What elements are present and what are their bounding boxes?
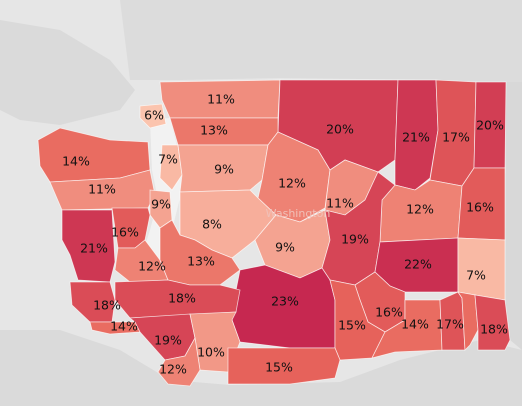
- idaho-land: [505, 82, 522, 350]
- label-clark: 12%: [159, 362, 187, 377]
- county-klickitat[interactable]: [227, 347, 341, 385]
- label-jefferson: 11%: [88, 182, 116, 197]
- label-san-juan: 6%: [144, 108, 164, 123]
- label-spokane: 16%: [466, 200, 494, 215]
- label-whitman: 7%: [466, 268, 486, 283]
- county-san-juan[interactable]: [139, 103, 167, 129]
- label-mason: 16%: [111, 225, 139, 240]
- county-clark[interactable]: [157, 336, 201, 387]
- label-asotin: 18%: [480, 322, 508, 337]
- county-asotin[interactable]: [474, 294, 511, 351]
- label-cowlitz: 19%: [154, 333, 182, 348]
- county-pierce[interactable]: [159, 219, 241, 286]
- label-columbia: 17%: [436, 317, 464, 332]
- label-clallam: 14%: [62, 154, 90, 169]
- label-franklin: 16%: [375, 305, 403, 320]
- label-skamania: 10%: [197, 345, 225, 360]
- label-pend-oreille: 20%: [476, 118, 504, 133]
- county-chelan[interactable]: [257, 131, 331, 223]
- label-kitsap: 9%: [151, 197, 171, 212]
- label-walla-walla: 14%: [401, 317, 429, 332]
- counties-layer: [37, 79, 511, 387]
- county-grays-harbor[interactable]: [61, 209, 116, 283]
- label-lewis: 18%: [168, 291, 196, 306]
- label-pacific: 18%: [93, 298, 121, 313]
- label-snohomish: 9%: [214, 162, 234, 177]
- label-wahkiakum: 14%: [110, 319, 138, 334]
- label-adams: 22%: [404, 257, 432, 272]
- label-ferry: 21%: [402, 130, 430, 145]
- oregon-land: [0, 330, 522, 406]
- label-thurston: 12%: [138, 259, 166, 274]
- label-yakima: 23%: [271, 294, 299, 309]
- label-king: 8%: [202, 217, 222, 232]
- vancouver-island: [0, 20, 135, 125]
- county-lewis[interactable]: [114, 279, 241, 319]
- label-benton: 15%: [338, 318, 366, 333]
- label-kittitas: 9%: [275, 240, 295, 255]
- county-labels-layer: 6% 11% 20% 21% 17% 20% 13% 7% 14% 9% 12%…: [62, 92, 508, 377]
- map-watermark: Washington: [266, 207, 331, 220]
- label-grays-harbor: 21%: [80, 241, 108, 256]
- label-island: 7%: [158, 152, 178, 167]
- label-pierce: 13%: [187, 254, 215, 269]
- label-grant: 19%: [341, 232, 369, 247]
- county-spokane[interactable]: [457, 167, 506, 241]
- label-stevens: 17%: [442, 130, 470, 145]
- county-island[interactable]: [159, 144, 183, 191]
- label-lincoln: 12%: [406, 202, 434, 217]
- label-klickitat: 15%: [265, 360, 293, 375]
- label-douglas: 11%: [326, 196, 354, 211]
- label-chelan: 12%: [278, 176, 306, 191]
- label-whatcom: 11%: [207, 92, 235, 107]
- canada-land: [120, 0, 522, 82]
- label-okanogan: 20%: [326, 122, 354, 137]
- label-skagit: 13%: [200, 123, 228, 138]
